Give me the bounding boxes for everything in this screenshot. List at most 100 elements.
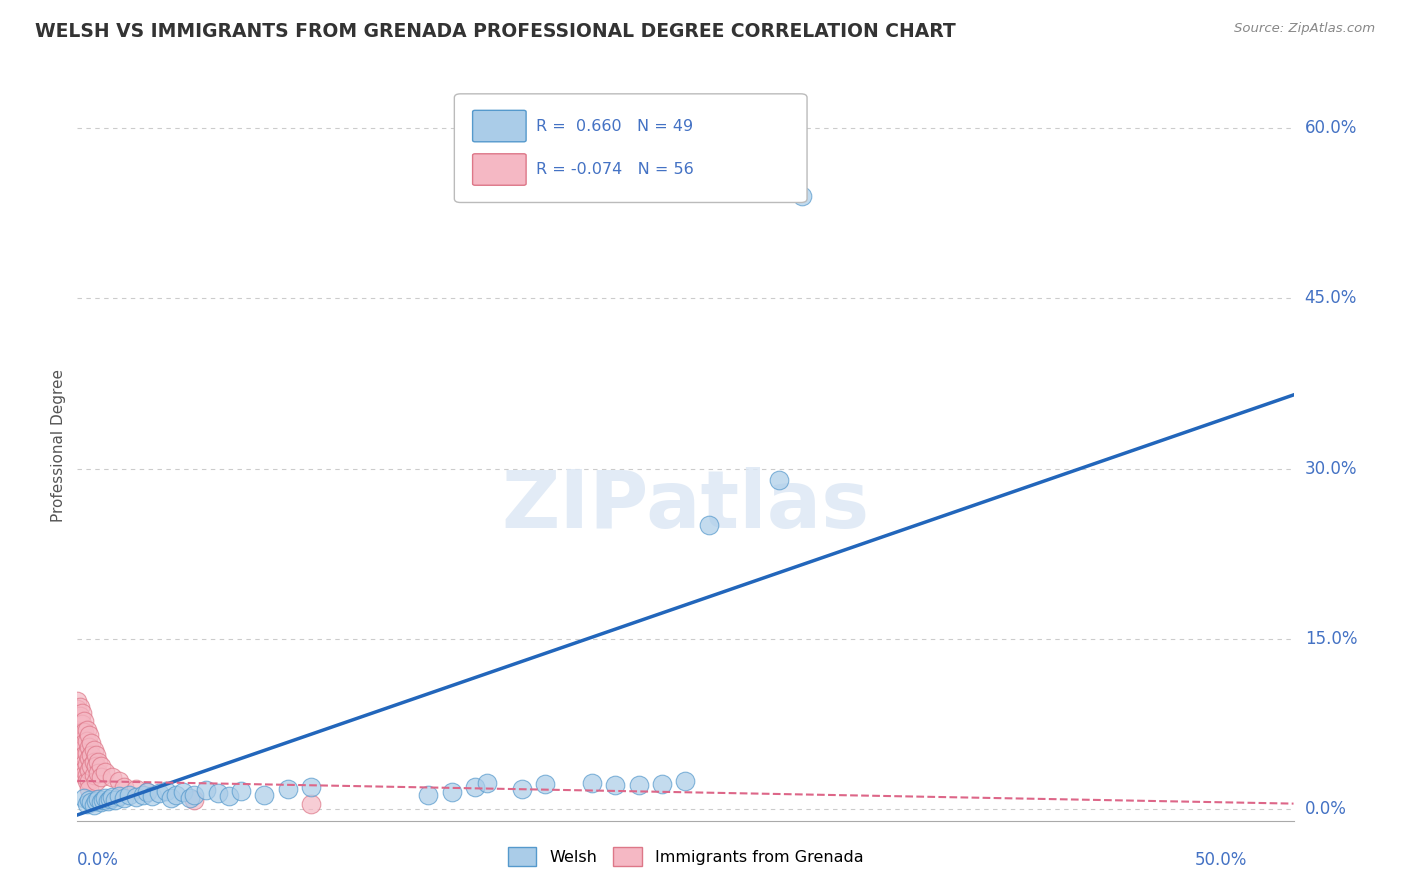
Point — [70, 756, 93, 771]
Point — [179, 791, 201, 805]
Point — [183, 793, 205, 807]
Point — [98, 792, 121, 806]
Point — [194, 783, 217, 797]
Point — [101, 789, 124, 804]
Point — [73, 747, 96, 762]
Point — [77, 739, 100, 754]
Point — [112, 791, 135, 805]
Point — [84, 773, 107, 788]
Point — [70, 743, 93, 757]
Point — [66, 694, 89, 708]
Point — [136, 785, 159, 799]
Point — [73, 768, 96, 782]
Point — [90, 759, 112, 773]
FancyBboxPatch shape — [472, 153, 526, 186]
Point — [70, 734, 93, 748]
Point — [510, 781, 533, 796]
Point — [76, 797, 98, 811]
Point — [97, 794, 120, 808]
Point — [697, 518, 720, 533]
Text: Source: ZipAtlas.com: Source: ZipAtlas.com — [1234, 22, 1375, 36]
Point — [84, 759, 107, 773]
Point — [77, 793, 100, 807]
Point — [183, 788, 205, 802]
Point — [66, 711, 89, 725]
Point — [112, 780, 135, 794]
Point — [77, 781, 100, 796]
Point — [69, 734, 91, 748]
Point — [70, 717, 93, 731]
Point — [77, 729, 100, 743]
Point — [104, 793, 127, 807]
Point — [299, 780, 322, 794]
Point — [534, 777, 557, 791]
Point — [69, 709, 91, 723]
Point — [83, 797, 105, 812]
Point — [108, 773, 131, 788]
Point — [218, 789, 240, 803]
Point — [440, 785, 463, 799]
Point — [464, 780, 486, 794]
Point — [172, 785, 194, 799]
Point — [80, 759, 103, 773]
Point — [207, 786, 229, 800]
Point — [73, 763, 96, 777]
FancyBboxPatch shape — [472, 111, 526, 142]
Point — [73, 714, 96, 728]
Point — [90, 771, 112, 785]
Point — [125, 781, 148, 796]
Point — [70, 706, 93, 720]
Point — [125, 789, 148, 804]
Point — [76, 773, 98, 788]
Point — [148, 786, 170, 800]
Point — [77, 773, 100, 788]
Point — [792, 189, 814, 203]
Point — [80, 747, 103, 762]
Point — [627, 779, 650, 793]
Point — [73, 791, 96, 805]
Point — [73, 736, 96, 750]
Point — [299, 797, 322, 811]
Point — [165, 788, 187, 802]
Point — [80, 736, 103, 750]
Point — [581, 776, 603, 790]
Point — [141, 789, 163, 803]
Point — [76, 768, 98, 782]
Point — [84, 794, 107, 808]
Legend: Welsh, Immigrants from Grenada: Welsh, Immigrants from Grenada — [502, 840, 869, 872]
Point — [80, 796, 103, 810]
Point — [69, 739, 91, 754]
Point — [155, 784, 177, 798]
Point — [94, 791, 117, 805]
Text: 60.0%: 60.0% — [1305, 120, 1357, 137]
Point — [605, 779, 627, 793]
Point — [77, 751, 100, 765]
Point — [229, 784, 252, 798]
Point — [83, 743, 105, 757]
Point — [91, 793, 114, 807]
Point — [118, 788, 141, 802]
Point — [69, 700, 91, 714]
Point — [108, 789, 131, 803]
Point — [76, 746, 98, 760]
Point — [277, 781, 299, 796]
Text: 50.0%: 50.0% — [1194, 851, 1247, 869]
Point — [101, 771, 124, 785]
Point — [73, 725, 96, 739]
Point — [87, 755, 110, 769]
Point — [87, 792, 110, 806]
Point — [70, 751, 93, 765]
Text: WELSH VS IMMIGRANTS FROM GRENADA PROFESSIONAL DEGREE CORRELATION CHART: WELSH VS IMMIGRANTS FROM GRENADA PROFESS… — [35, 22, 956, 41]
Point — [675, 773, 697, 788]
Text: ZIPatlas: ZIPatlas — [502, 467, 869, 545]
Point — [253, 788, 276, 802]
Point — [418, 788, 440, 802]
Text: 0.0%: 0.0% — [77, 851, 120, 869]
Text: 45.0%: 45.0% — [1305, 289, 1357, 308]
Point — [651, 777, 673, 791]
Point — [475, 776, 498, 790]
Point — [76, 723, 98, 737]
Point — [66, 702, 89, 716]
Point — [768, 473, 790, 487]
Point — [94, 764, 117, 779]
